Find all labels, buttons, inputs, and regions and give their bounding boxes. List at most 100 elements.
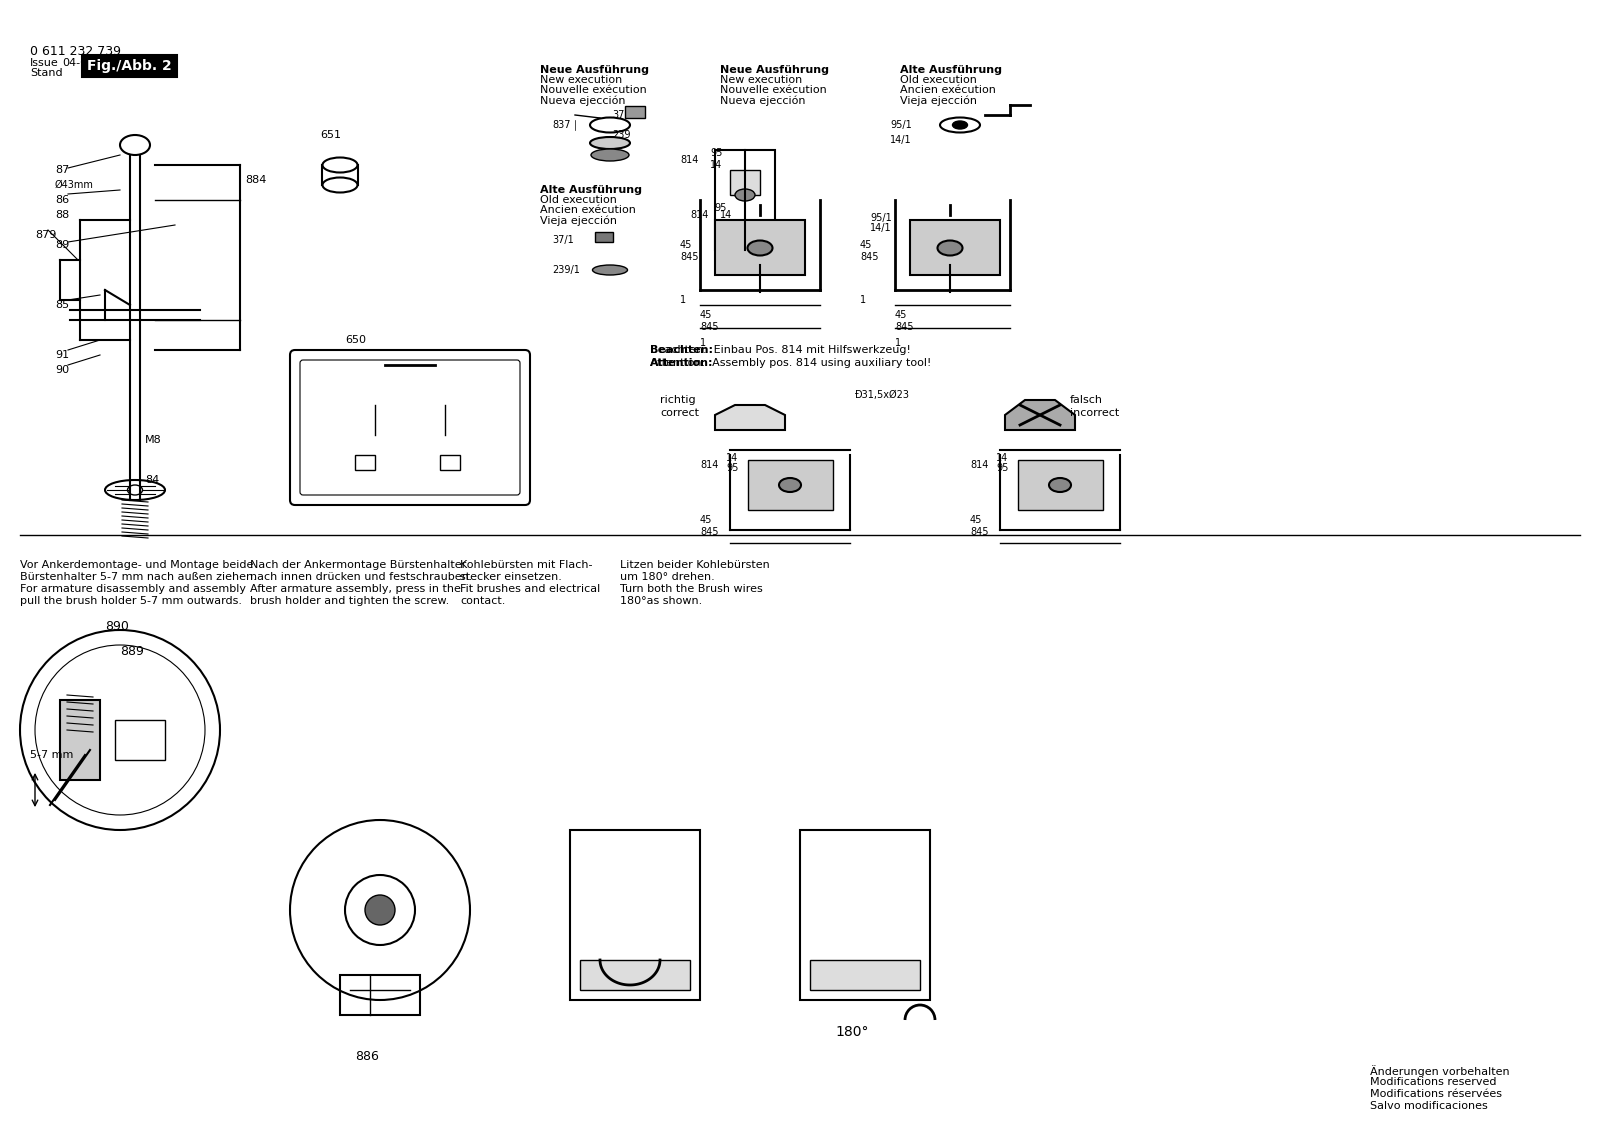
Text: Old execution: Old execution — [541, 195, 618, 205]
Text: For armature disassembly and assembly: For armature disassembly and assembly — [19, 584, 246, 594]
Text: 5-7 mm: 5-7 mm — [30, 750, 74, 760]
Text: Alte Ausführung: Alte Ausführung — [899, 64, 1002, 75]
Bar — [715, 150, 774, 250]
Text: New execution: New execution — [720, 75, 802, 85]
Bar — [82, 55, 178, 77]
Text: 845: 845 — [861, 252, 878, 262]
Text: 1: 1 — [680, 295, 686, 305]
Bar — [440, 455, 461, 470]
Text: 95/1: 95/1 — [870, 213, 891, 223]
Text: 95: 95 — [995, 463, 1008, 473]
Text: 87: 87 — [54, 165, 69, 175]
Text: Nach der Ankermontage Bürstenhalter: Nach der Ankermontage Bürstenhalter — [250, 560, 466, 570]
Bar — [355, 455, 374, 470]
Text: 837: 837 — [552, 120, 571, 130]
Text: 45: 45 — [970, 515, 982, 525]
Text: Salvo modificaciones: Salvo modificaciones — [1370, 1100, 1488, 1111]
Text: 845: 845 — [701, 322, 718, 333]
Text: stecker einsetzen.: stecker einsetzen. — [461, 572, 562, 582]
Text: 95: 95 — [710, 148, 722, 158]
Text: 14/1: 14/1 — [890, 135, 912, 145]
Text: Nueva ejección: Nueva ejección — [720, 95, 805, 105]
Bar — [570, 830, 701, 1000]
Text: 845: 845 — [701, 527, 718, 537]
Text: Litzen beider Kohlebürsten: Litzen beider Kohlebürsten — [621, 560, 770, 570]
Text: 1: 1 — [861, 295, 866, 305]
Text: 37/1: 37/1 — [552, 235, 574, 245]
Text: pull the brush holder 5-7 mm outwards.: pull the brush holder 5-7 mm outwards. — [19, 596, 242, 606]
Text: Nouvelle exécution: Nouvelle exécution — [720, 85, 827, 95]
Text: 04-02-20: 04-02-20 — [62, 58, 112, 68]
Text: 45: 45 — [861, 240, 872, 250]
Bar — [579, 960, 690, 990]
Text: richtig: richtig — [661, 395, 696, 405]
Text: 889: 889 — [120, 645, 144, 658]
Text: Issue: Issue — [30, 58, 59, 68]
Bar — [595, 232, 613, 242]
Text: Änderungen vorbehalten: Änderungen vorbehalten — [1370, 1065, 1510, 1077]
Ellipse shape — [779, 478, 802, 492]
Text: 89: 89 — [54, 240, 69, 250]
Bar — [61, 700, 99, 780]
Text: Attention:  Assembly pos. 814 using auxiliary tool!: Attention: Assembly pos. 814 using auxil… — [650, 359, 931, 368]
Text: 90: 90 — [54, 365, 69, 375]
Text: 845: 845 — [894, 322, 914, 333]
Text: contact.: contact. — [461, 596, 506, 606]
Text: 1: 1 — [894, 338, 901, 348]
Text: 879: 879 — [35, 230, 56, 240]
Bar — [730, 170, 760, 195]
Text: 45: 45 — [701, 515, 712, 525]
Text: 91: 91 — [54, 349, 69, 360]
Text: 0 611 232 739: 0 611 232 739 — [30, 45, 122, 58]
Text: 86: 86 — [54, 195, 69, 205]
Bar — [800, 830, 930, 1000]
Text: 14: 14 — [726, 454, 738, 463]
Ellipse shape — [747, 241, 773, 256]
Text: 84: 84 — [146, 475, 160, 485]
Text: Nouvelle exécution: Nouvelle exécution — [541, 85, 646, 95]
Ellipse shape — [1050, 478, 1070, 492]
Text: 886: 886 — [355, 1050, 379, 1063]
Bar — [1018, 460, 1102, 510]
Bar — [715, 221, 805, 275]
Text: 88: 88 — [54, 210, 69, 221]
Text: 14: 14 — [720, 210, 733, 221]
Text: Beachten:: Beachten: — [650, 345, 714, 355]
Text: 845: 845 — [970, 527, 989, 537]
Text: 95: 95 — [726, 463, 738, 473]
Text: Old execution: Old execution — [899, 75, 978, 85]
Text: 85: 85 — [54, 300, 69, 310]
Text: Vieja ejección: Vieja ejección — [899, 95, 978, 105]
Ellipse shape — [952, 121, 968, 129]
Text: 814: 814 — [970, 460, 989, 470]
FancyBboxPatch shape — [290, 349, 530, 506]
Bar — [339, 975, 419, 1015]
Text: Stand: Stand — [30, 68, 62, 78]
Text: Ð31,5xØ23: Ð31,5xØ23 — [854, 390, 910, 400]
Bar — [626, 106, 645, 118]
Text: Vieja ejección: Vieja ejección — [541, 215, 618, 225]
Text: brush holder and tighten the screw.: brush holder and tighten the screw. — [250, 596, 450, 606]
Text: 650: 650 — [346, 335, 366, 345]
Bar — [910, 221, 1000, 275]
Text: 1: 1 — [701, 338, 706, 348]
Text: 14: 14 — [710, 159, 722, 170]
Text: 95: 95 — [714, 202, 726, 213]
Text: New execution: New execution — [541, 75, 622, 85]
Text: Neue Ausführung: Neue Ausführung — [541, 64, 650, 75]
Text: 814: 814 — [680, 155, 698, 165]
Text: 239: 239 — [611, 130, 630, 140]
Text: incorrect: incorrect — [1070, 408, 1120, 418]
Text: M8: M8 — [146, 435, 162, 444]
Text: 45: 45 — [680, 240, 693, 250]
Ellipse shape — [590, 137, 630, 149]
Text: 14/1: 14/1 — [870, 223, 891, 233]
Text: Alte Ausführung: Alte Ausführung — [541, 185, 642, 195]
Text: Modifications réservées: Modifications réservées — [1370, 1089, 1502, 1099]
Text: Ancien exécution: Ancien exécution — [899, 85, 995, 95]
Text: nach innen drücken und festschrauben.: nach innen drücken und festschrauben. — [250, 572, 472, 582]
Polygon shape — [1005, 400, 1075, 430]
Text: Kohlebürsten mit Flach-: Kohlebürsten mit Flach- — [461, 560, 592, 570]
Text: 890: 890 — [106, 620, 130, 633]
Text: Fit brushes and electrical: Fit brushes and electrical — [461, 584, 600, 594]
